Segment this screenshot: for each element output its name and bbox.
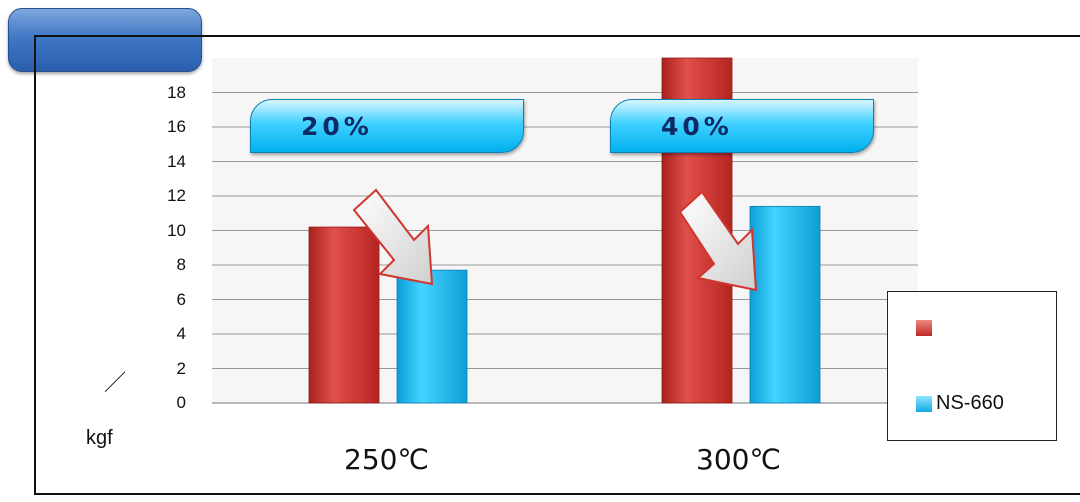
y-tick-label-12: 12 <box>167 186 186 205</box>
category-label-300: 300℃ <box>696 443 781 476</box>
callout-300: 40% <box>610 99 874 153</box>
chart-frame <box>34 35 1080 495</box>
callout-300-text: 40% <box>661 112 733 141</box>
legend-item-series-1 <box>916 320 936 336</box>
y-tick-label-6: 6 <box>176 289 186 309</box>
legend-label-ns660: NS-660 <box>936 392 1004 414</box>
legend: NS-660 <box>887 291 1057 441</box>
bar-series1-250℃ <box>308 226 380 404</box>
y-tick-label-8: 8 <box>176 255 186 274</box>
title-tab <box>8 8 202 72</box>
down-arrow-icon-300 <box>678 190 758 292</box>
callout-250: 20% <box>250 99 524 153</box>
y-tick-label-0: 0 <box>176 393 186 412</box>
y-tick-label-2: 2 <box>176 358 186 378</box>
legend-swatch-series-1 <box>916 320 932 336</box>
category-label-250: 250℃ <box>344 443 429 476</box>
y-tick-label-18: 18 <box>167 82 186 102</box>
y-tick-label-4: 4 <box>176 324 186 343</box>
y-tick-label-14: 14 <box>167 151 186 171</box>
y-tick-label-16: 16 <box>167 117 186 136</box>
legend-swatch-ns660 <box>916 395 932 412</box>
y-tick-label-10: 10 <box>167 220 186 240</box>
y-axis-unit-slash: ／ <box>104 370 127 395</box>
bar-series2-250℃ <box>396 269 468 404</box>
bar-series2-300℃ <box>749 205 821 404</box>
y-axis-label: kgf <box>86 427 113 449</box>
callout-250-text: 20% <box>301 112 373 141</box>
down-arrow-icon-250 <box>352 188 434 286</box>
legend-item-ns660: NS-660 <box>916 392 1004 415</box>
